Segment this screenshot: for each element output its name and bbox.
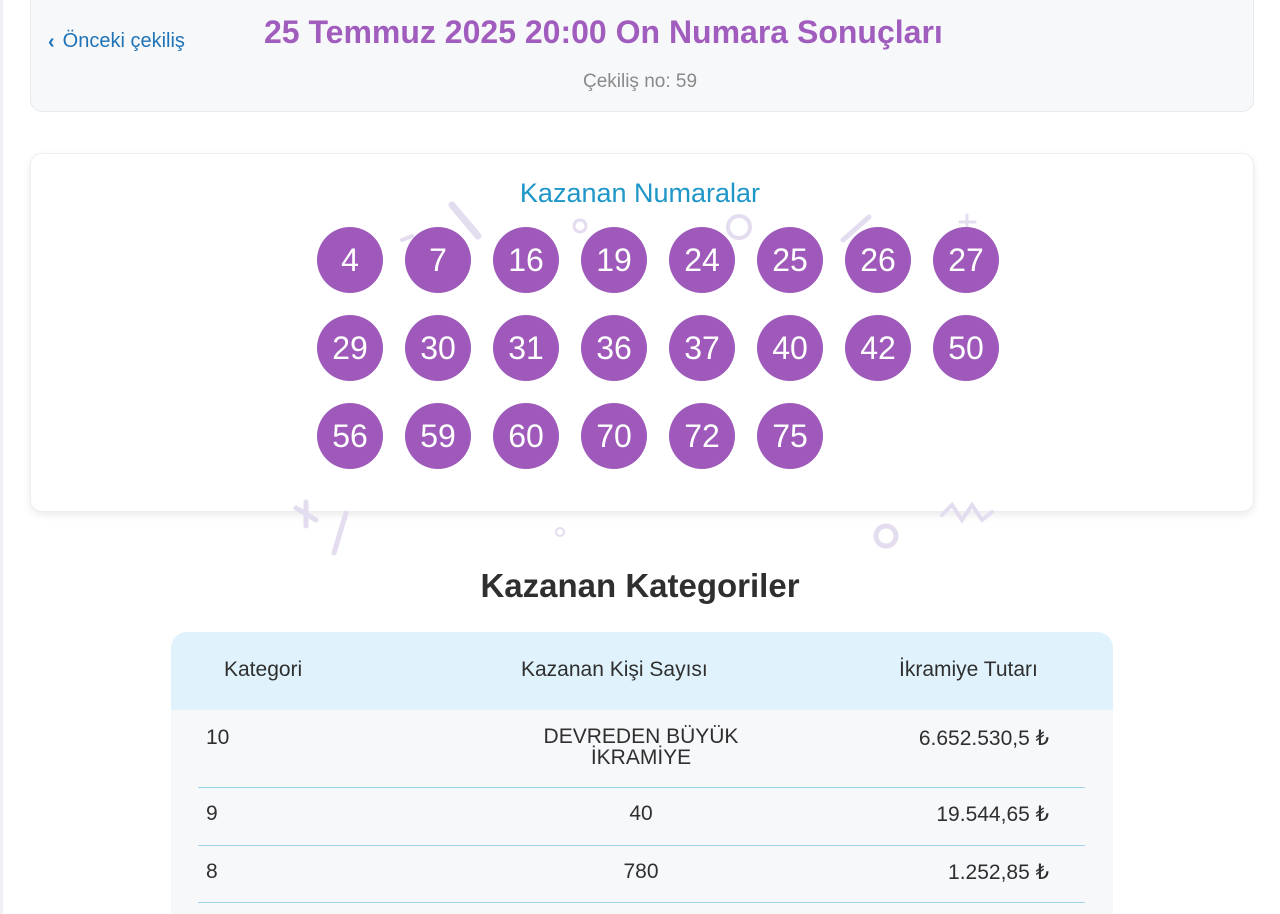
row-3-category: 8 (206, 860, 218, 883)
header-category: Kategori (224, 658, 303, 681)
winning-number-ball: 37 (669, 315, 735, 381)
header-card (30, 0, 1254, 112)
winning-number-ball: 72 (669, 403, 735, 469)
row-1-winners-line1: DEVREDEN BÜYÜK (543, 725, 739, 748)
row-divider (198, 845, 1085, 846)
row-1-winners-line2: İKRAMİYE (590, 746, 692, 769)
row-3-winners: 780 (623, 860, 659, 883)
table-header: Kategori Kazanan Kişi Sayısı İkramiye Tu… (171, 632, 1113, 710)
row-divider (198, 787, 1085, 788)
row-1-category: 10 (206, 726, 230, 749)
winning-number-ball: 24 (669, 227, 735, 293)
header-prize: İkramiye Tutarı (899, 658, 1038, 681)
categories-table: Kategori Kazanan Kişi Sayısı İkramiye Tu… (171, 632, 1113, 914)
winning-number-ball: 42 (845, 315, 911, 381)
winning-number-ball: 27 (933, 227, 999, 293)
row-divider (198, 902, 1085, 903)
winning-number-ball: 30 (405, 315, 471, 381)
winning-numbers-title: Kazanan Numaralar (519, 178, 761, 208)
winning-number-ball: 36 (581, 315, 647, 381)
row-2-category: 9 (206, 802, 218, 825)
draw-number: Çekiliş no: 59 (582, 71, 698, 92)
row-1-prize: 6.652.530,5 ₺ (918, 727, 1049, 750)
winning-categories-title: Kazanan Kategoriler (480, 567, 800, 604)
header-winner-count: Kazanan Kişi Sayısı (521, 658, 708, 681)
winning-number-ball: 19 (581, 227, 647, 293)
chevron-left-icon: ‹ (48, 30, 55, 53)
winning-number-ball: 29 (317, 315, 383, 381)
winning-number-ball: 59 (405, 403, 471, 469)
page-title: 25 Temmuz 2025 20:00 On Numara Sonuçları (264, 14, 943, 50)
winning-number-ball: 4 (317, 227, 383, 293)
winning-number-ball: 60 (493, 403, 559, 469)
previous-draw-link[interactable]: ‹ Önceki çekiliş (48, 30, 185, 53)
row-2-winners: 40 (629, 802, 653, 825)
winning-number-ball: 40 (757, 315, 823, 381)
winning-number-ball: 26 (845, 227, 911, 293)
previous-draw-label: Önceki çekiliş (62, 30, 185, 52)
winning-number-ball: 70 (581, 403, 647, 469)
winning-number-ball: 75 (757, 403, 823, 469)
row-3-prize: 1.252,85 ₺ (948, 861, 1049, 884)
row-2-prize: 19.544,65 ₺ (936, 803, 1049, 826)
winning-number-ball: 16 (493, 227, 559, 293)
winning-number-ball: 31 (493, 315, 559, 381)
winning-number-ball: 7 (405, 227, 471, 293)
winning-number-ball: 25 (757, 227, 823, 293)
row-1-winners: DEVREDEN BÜYÜK İKRAMİYE (501, 726, 781, 768)
page-left-edge (0, 0, 3, 914)
winning-number-ball: 56 (317, 403, 383, 469)
winning-number-ball: 50 (933, 315, 999, 381)
